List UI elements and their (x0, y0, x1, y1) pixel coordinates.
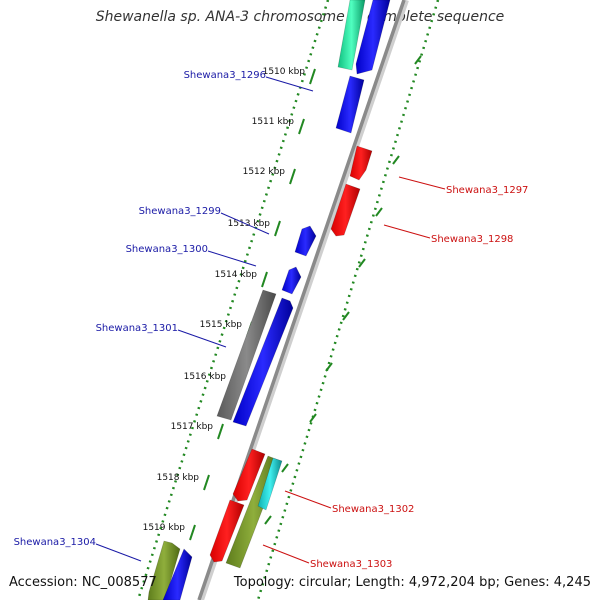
gene-leader-line (383, 224, 431, 239)
tick-label: 1517 kbp (171, 422, 214, 432)
gene-label-forward[interactable]: Shewana3_1299 (139, 206, 221, 217)
gene-leader-line (265, 76, 314, 92)
tick-mark (358, 258, 366, 268)
tick-label: 1519 kbp (143, 523, 186, 533)
gene-gray (216, 289, 277, 421)
gene-cyan (257, 457, 283, 511)
gene-leader-line (177, 329, 227, 348)
gene-blue (162, 548, 193, 600)
tick-mark (298, 118, 305, 135)
gene-blue (355, 0, 391, 75)
gene-blue (232, 297, 294, 427)
gene-label-layer: Shewana3_1296 Shewana3_1299 Shewana3_1300 S… (14, 70, 529, 570)
gene-label-reverse[interactable]: Shewana3_1302 (332, 504, 414, 515)
backbone (197, 0, 406, 600)
gene-leader-line (398, 176, 446, 190)
gene-label-reverse[interactable]: Shewana3_1303 (310, 559, 392, 570)
tick-mark (414, 55, 422, 65)
tick-mark (217, 423, 224, 440)
gene-label-reverse[interactable]: Shewana3_1298 (431, 234, 513, 245)
gene-label-forward[interactable]: Shewana3_1300 (126, 244, 208, 255)
tick-label: 1515 kbp (200, 320, 243, 330)
tick-label: 1518 kbp (157, 473, 200, 483)
gene-red (330, 183, 361, 237)
gene-blue (281, 266, 302, 295)
tick-mark (274, 220, 281, 237)
accession-text: Accession: NC_008577 (9, 575, 157, 590)
tick-mark (309, 68, 316, 85)
gene-blue (335, 75, 365, 134)
tick-label: 1512 kbp (243, 167, 286, 177)
tick-label: 1513 kbp (228, 219, 271, 229)
tick-mark (325, 362, 333, 372)
gene-red (349, 145, 373, 181)
tick-mark (392, 155, 400, 165)
gene-blue (294, 225, 317, 257)
gene-red (209, 499, 245, 563)
tick-mark (342, 311, 350, 321)
gene-leader-line (207, 250, 257, 267)
tick-label: 1516 kbp (184, 372, 227, 382)
tick-mark (264, 515, 272, 525)
gene-leader-line (95, 543, 142, 562)
gene-teal (337, 0, 366, 71)
gene-leader-line (262, 544, 310, 564)
gene-red (232, 448, 266, 502)
gene-label-reverse[interactable]: Shewana3_1297 (446, 185, 528, 196)
tick-mark (203, 474, 210, 491)
tick-mark (281, 463, 289, 473)
tick-mark (261, 271, 268, 288)
topology-text: Topology: circular; Length: 4,972,204 bp… (233, 575, 591, 590)
gene-olive (147, 540, 181, 600)
tick-mark (309, 413, 317, 423)
backbone-shadow (198, 0, 409, 600)
tick-mark (289, 168, 296, 185)
tick-mark (375, 207, 383, 217)
tick-mark (189, 524, 196, 541)
gene-layer (147, 0, 391, 600)
tick-label: 1510 kbp (263, 67, 306, 77)
gene-leader-line (220, 212, 270, 235)
gene-label-forward[interactable]: Shewana3_1304 (14, 537, 96, 548)
gene-leader-line (284, 490, 332, 509)
gene-label-forward[interactable]: Shewana3_1296 (184, 70, 266, 81)
tick-label: 1514 kbp (215, 270, 258, 280)
tick-label: 1511 kbp (252, 117, 295, 127)
gene-label-forward[interactable]: Shewana3_1301 (96, 323, 178, 334)
